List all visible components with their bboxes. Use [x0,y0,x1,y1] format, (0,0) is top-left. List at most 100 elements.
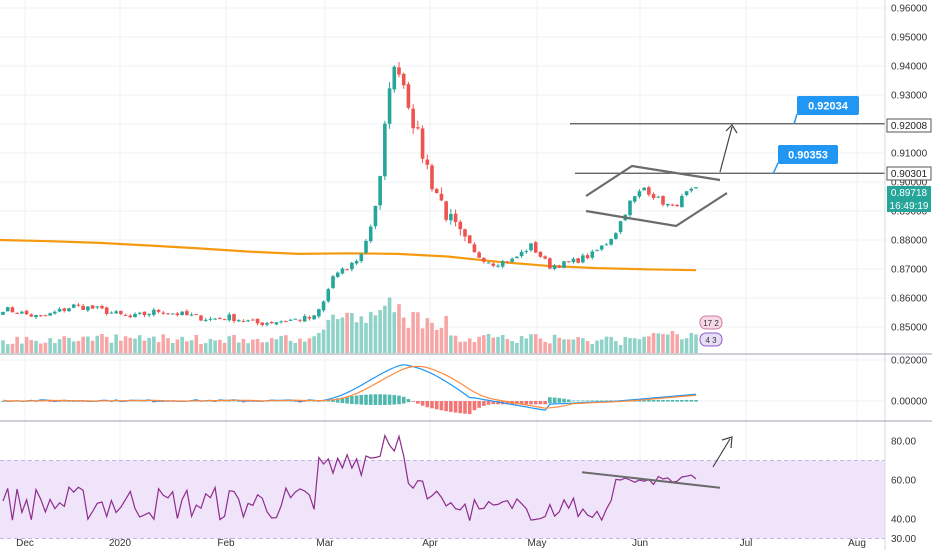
volume-bar [24,336,29,353]
macd-histogram-bar [576,400,580,402]
candle-body [194,314,199,316]
macd-histogram-bar [477,401,481,408]
volume-bar [482,335,486,353]
macd-histogram-bar [496,401,500,405]
candle-body [213,318,217,320]
candle-body [29,314,34,317]
macd-histogram-bar [232,400,236,402]
candle-body [208,318,213,320]
svg-text:4 3: 4 3 [705,336,717,345]
macd-pane[interactable] [1,364,698,415]
candle-body [472,244,477,253]
macd-histogram-bar [335,398,340,403]
volume-bar [185,341,189,353]
macd-histogram-bar [647,399,651,402]
macd-histogram-bar [392,395,397,405]
volume-bar [463,341,467,353]
candle-body [543,256,547,259]
rsi-pane[interactable] [0,433,885,539]
volume-bar [354,322,359,353]
macd-histogram-bar [656,399,661,402]
candle-body [604,244,609,246]
candle-body [114,311,118,314]
volume-bar [524,338,529,353]
volume-bar [76,340,81,353]
volume-bar [515,342,519,353]
price-pane[interactable] [0,62,885,353]
volume-bar [425,318,430,353]
candle-body [566,261,571,263]
countdown-label: 16:49:19 [887,199,931,212]
macd-histogram-bar [317,401,321,402]
time-axis-label: May [528,538,547,549]
volume-bar [590,344,595,353]
candle-body [246,320,250,322]
candle-body [491,263,496,266]
volume-bar [566,339,571,353]
volume-bar [411,312,415,353]
macd-histogram-bar [585,400,590,402]
candle-body [463,229,467,237]
macd-histogram-bar [312,400,316,402]
time-axis-label: 2020 [109,538,132,549]
candle-body [123,314,128,316]
macd-histogram-bar [670,399,675,402]
candle-body [312,315,316,320]
volume-bar [298,338,302,353]
candle-body [284,321,288,323]
volume-bar [218,339,222,353]
volume-bar [123,336,128,353]
volume-bar [449,335,453,353]
volume-bar [519,336,524,353]
volume-bar [416,312,420,353]
volume-bar [321,329,326,353]
candle-body [425,159,430,165]
candle-body [387,88,392,124]
candle-body [406,84,411,108]
time-axis-label: Apr [422,538,438,549]
drawings[interactable]: 0.92034 0.90353 0.90301 0.92008 0.89718 [581,96,932,489]
candle-body [274,322,279,325]
volume-bar [288,340,293,353]
callout-connector [793,113,798,125]
svg-text:17 2: 17 2 [703,319,719,328]
macd-histogram-bar [661,399,665,402]
volume-bar [335,319,340,353]
candle-body [642,187,646,191]
macd-histogram-bar [430,401,434,409]
macd-histogram-bar [651,399,656,402]
volume-bar [458,341,463,353]
candle-body [175,313,180,316]
volume-bar [637,339,642,353]
volume-bar [340,317,345,353]
macd-histogram-bar [515,401,519,405]
volume-bar [406,327,411,353]
volume-bar [67,337,71,353]
candle-body [48,313,52,316]
callout-upper[interactable]: 0.92034 [797,96,859,115]
callout-lower[interactable]: 0.90353 [778,145,838,164]
price-tick-label: 0.91000 [891,149,928,160]
candle-body [90,305,95,309]
volume-bar [114,334,118,353]
candle-body [241,321,246,323]
volume-bar [656,333,661,353]
volume-bar [359,316,364,353]
volume-bar [623,336,628,353]
volume-bar [142,340,147,353]
candle-body [142,311,147,316]
axis-price-label-90301: 0.90301 [886,166,932,181]
volume-bar [147,337,151,353]
macd-histogram-bar [595,400,599,402]
volume-bar [595,340,599,353]
macd-histogram-bar [566,399,571,402]
candle-body [53,311,57,314]
volume-bar [477,336,481,353]
candle-body [180,311,184,316]
macd-histogram-bar [590,400,595,402]
macd-histogram-bar [227,400,232,402]
macd-histogram-bar [444,401,448,412]
candle-body [279,321,283,323]
